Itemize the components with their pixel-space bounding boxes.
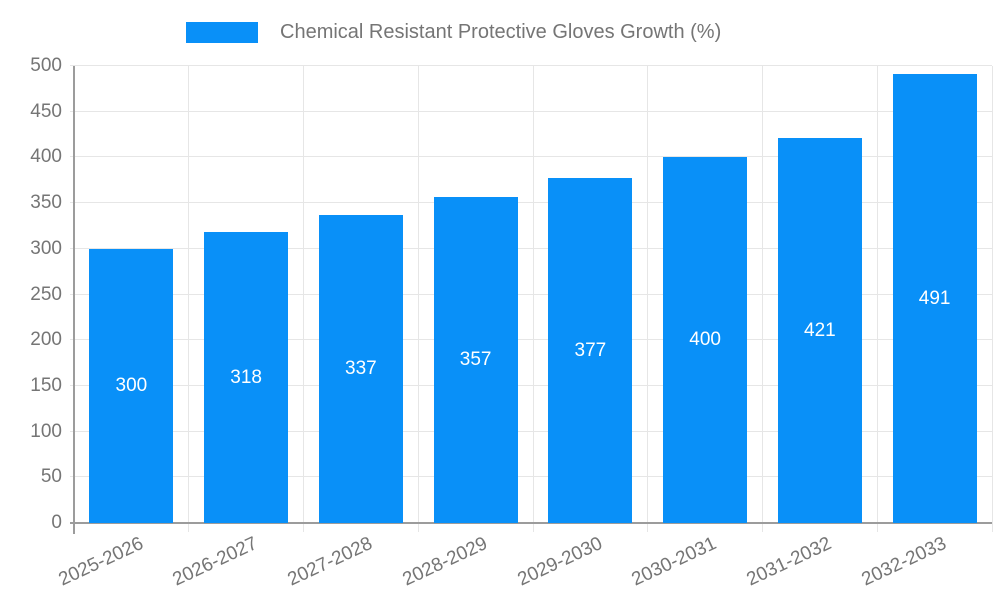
y-axis-tick-label: 450: [30, 100, 62, 122]
gridline-vertical: [991, 66, 993, 532]
gridline-horizontal: [70, 430, 992, 432]
bar-value-label: 491: [918, 287, 951, 309]
bar-value-label: 400: [689, 329, 721, 351]
y-axis-line: [73, 66, 75, 534]
x-axis-line: [70, 522, 992, 524]
x-axis-tick-label: 2027-2028: [284, 533, 376, 591]
y-axis-tick-label: 150: [30, 374, 62, 396]
gridline-horizontal: [70, 202, 992, 204]
bar-value-label: 421: [804, 319, 836, 341]
legend-swatch: [186, 22, 258, 43]
bar-2025-2026[interactable]: 300: [89, 248, 174, 523]
bar-2030-2031[interactable]: 400: [663, 157, 748, 523]
gridline-vertical: [647, 66, 649, 532]
bar-2029-2030[interactable]: 377: [548, 178, 633, 523]
bar-value-label: 318: [230, 366, 262, 388]
gridline-vertical: [303, 66, 304, 532]
x-axis-tick-label: 2026-2027: [169, 533, 261, 591]
bar-value-label: 377: [574, 339, 607, 361]
x-axis-tick-label: 2032-2033: [858, 533, 950, 591]
x-axis-tick-label: 2030-2031: [628, 533, 720, 591]
y-axis-tick-label: 350: [30, 192, 62, 214]
y-axis-tick-label: 500: [30, 55, 62, 76]
bar-2028-2029[interactable]: 357: [433, 196, 518, 523]
y-axis-tick-label: 0: [51, 512, 62, 533]
bar-2032-2033[interactable]: 491: [892, 74, 977, 523]
y-axis-tick-label: 100: [30, 420, 62, 442]
y-axis-tick-label: 250: [30, 283, 62, 305]
gridline-horizontal: [70, 476, 992, 478]
legend-label: Chemical Resistant Protective Gloves Gro…: [280, 21, 722, 43]
gridline-horizontal: [70, 293, 992, 295]
y-axis-tick-label: 50: [40, 466, 62, 488]
gridline-vertical: [532, 66, 534, 532]
gridline-vertical: [417, 66, 419, 532]
x-axis-tick-label: 2025-2026: [55, 533, 147, 591]
gridline-horizontal: [70, 247, 992, 249]
bar-2027-2028[interactable]: 337: [318, 214, 403, 523]
x-axis-tick-label: 2028-2029: [399, 533, 491, 591]
gridline-horizontal: [70, 65, 992, 66]
bar-2026-2027[interactable]: 318: [204, 232, 289, 523]
bar-2031-2032[interactable]: 421: [777, 138, 862, 523]
bar-value-label: 300: [115, 374, 148, 396]
gridline-horizontal: [70, 384, 992, 386]
x-axis-tick-label: 2031-2032: [743, 533, 835, 591]
y-axis-tick-label: 400: [30, 146, 62, 168]
bar-value-label: 337: [345, 357, 377, 379]
gridline-vertical: [876, 66, 878, 532]
plot-area: 300 318 337 357 377 400 421 491: [70, 65, 993, 534]
chart-legend: Chemical Resistant Protective Gloves Gro…: [186, 21, 721, 44]
gridline-horizontal: [70, 156, 992, 158]
bar-value-label: 357: [459, 348, 492, 370]
gridline-horizontal: [70, 339, 992, 341]
gridline-vertical: [762, 66, 763, 532]
gridline-vertical: [188, 66, 190, 532]
x-axis-tick-label: 2029-2030: [514, 533, 606, 591]
gridline-horizontal: [70, 110, 992, 112]
y-axis-tick-label: 300: [30, 237, 62, 259]
y-axis-tick-label: 200: [30, 329, 62, 351]
